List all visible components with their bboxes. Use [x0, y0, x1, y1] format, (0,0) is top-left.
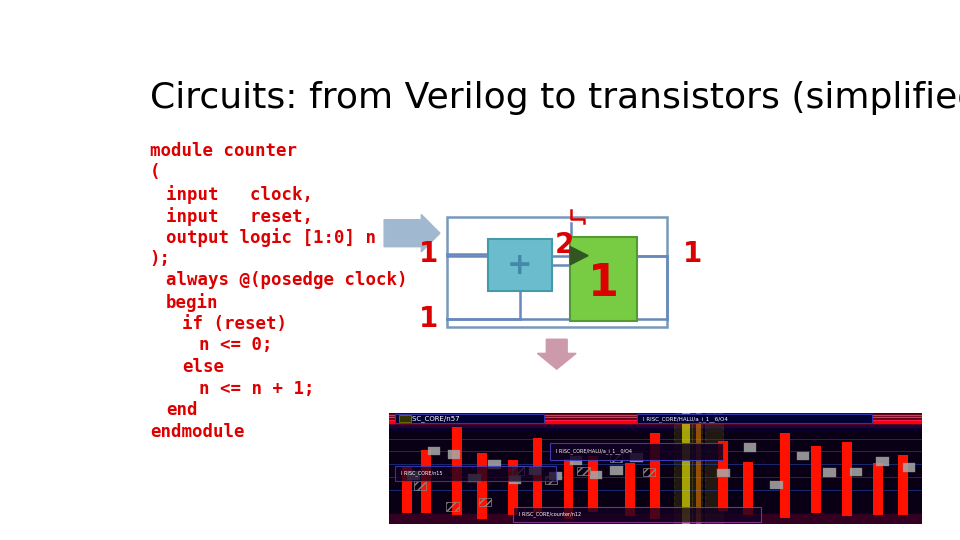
Bar — [564, 458, 573, 519]
Bar — [631, 453, 643, 462]
Bar — [389, 422, 922, 427]
Bar — [643, 468, 655, 476]
Text: );: ); — [150, 250, 171, 268]
Bar — [447, 217, 667, 327]
Bar — [577, 467, 589, 475]
Text: 1: 1 — [420, 240, 439, 268]
Bar — [842, 442, 852, 516]
Text: Circuits: from Verilog to transistors (simplified): Circuits: from Verilog to transistors (s… — [150, 82, 960, 116]
Bar — [744, 443, 756, 452]
Text: n <= n + 1;: n <= n + 1; — [199, 380, 314, 397]
Bar — [636, 414, 872, 423]
Text: endmodule: endmodule — [150, 423, 244, 441]
Bar — [683, 413, 690, 524]
Bar — [477, 453, 487, 519]
Bar — [811, 446, 821, 513]
Bar — [588, 456, 598, 512]
Bar — [876, 457, 889, 466]
Text: else: else — [182, 358, 225, 376]
Text: 1: 1 — [684, 240, 703, 268]
Bar — [389, 413, 922, 422]
Text: input   reset,: input reset, — [166, 207, 313, 226]
Bar — [874, 463, 883, 515]
Text: +: + — [507, 251, 533, 280]
Bar — [797, 452, 809, 461]
Bar — [427, 447, 440, 455]
Bar — [452, 427, 462, 515]
FancyArrow shape — [384, 214, 440, 252]
Bar — [570, 238, 637, 321]
Bar — [610, 454, 622, 462]
Bar — [513, 507, 760, 522]
Text: I RISC_CORE/HALU/a_i_1__6/O4: I RISC_CORE/HALU/a_i_1__6/O4 — [643, 416, 728, 422]
Bar — [743, 462, 753, 515]
Bar — [448, 450, 461, 459]
Text: (: ( — [150, 163, 160, 181]
Bar — [489, 461, 501, 469]
Text: end: end — [166, 401, 198, 419]
Bar — [705, 413, 723, 524]
Bar — [402, 467, 413, 513]
Bar — [589, 471, 602, 480]
Bar — [414, 481, 426, 490]
Bar — [626, 463, 636, 516]
Bar — [692, 413, 703, 524]
Polygon shape — [570, 246, 588, 265]
Bar — [903, 463, 916, 471]
Bar — [389, 514, 922, 524]
Bar — [850, 468, 862, 476]
Bar — [509, 476, 521, 484]
Bar — [395, 466, 556, 481]
Text: input   clock,: input clock, — [166, 185, 313, 204]
Bar — [389, 432, 922, 524]
Text: if (reset): if (reset) — [182, 315, 287, 333]
Bar — [395, 414, 543, 423]
Bar — [407, 471, 420, 480]
Bar — [468, 474, 481, 482]
Text: begin: begin — [166, 293, 219, 312]
Bar — [389, 413, 922, 432]
Text: 2: 2 — [555, 231, 575, 259]
Bar — [650, 433, 660, 519]
Bar — [718, 441, 729, 511]
Text: module counter: module counter — [150, 141, 297, 160]
Bar — [489, 239, 551, 292]
Text: 1: 1 — [588, 261, 619, 305]
Bar — [549, 472, 562, 480]
Bar — [533, 438, 542, 512]
Bar — [611, 466, 622, 475]
Bar — [569, 456, 582, 464]
Bar — [398, 415, 411, 422]
Text: n <= 0;: n <= 0; — [199, 336, 273, 354]
Bar — [696, 413, 701, 524]
Bar — [780, 433, 790, 518]
Text: I RISC_CORE/n57: I RISC_CORE/n57 — [401, 416, 460, 422]
Text: 1: 1 — [420, 305, 439, 333]
Bar — [770, 481, 782, 489]
Bar — [824, 468, 836, 477]
Bar — [544, 476, 557, 484]
Bar — [508, 460, 517, 515]
Text: I RISC_CORE/counter/n12: I RISC_CORE/counter/n12 — [519, 511, 581, 517]
Text: always @(posedge clock): always @(posedge clock) — [166, 272, 408, 289]
Bar — [674, 413, 692, 524]
Bar — [479, 498, 492, 507]
Bar — [512, 466, 524, 475]
Bar — [717, 469, 730, 477]
Bar — [550, 443, 723, 460]
Bar — [421, 450, 431, 514]
FancyArrow shape — [538, 339, 576, 369]
Text: I RISC_CORE/n15: I RISC_CORE/n15 — [401, 471, 443, 476]
Text: output logic [1:0] n: output logic [1:0] n — [166, 228, 376, 247]
Text: I RISC_CORE/HALU/a_i_1__0/O4: I RISC_CORE/HALU/a_i_1__0/O4 — [556, 449, 632, 454]
Bar — [898, 455, 908, 516]
Bar — [529, 467, 541, 475]
Bar — [446, 502, 459, 511]
